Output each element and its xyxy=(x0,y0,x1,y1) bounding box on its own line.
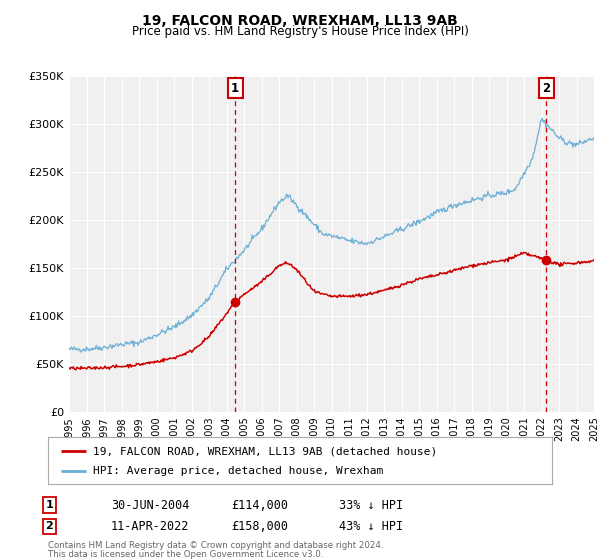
Text: 1: 1 xyxy=(231,82,239,95)
Text: Contains HM Land Registry data © Crown copyright and database right 2024.: Contains HM Land Registry data © Crown c… xyxy=(48,541,383,550)
Text: This data is licensed under the Open Government Licence v3.0.: This data is licensed under the Open Gov… xyxy=(48,550,323,559)
Text: 19, FALCON ROAD, WREXHAM, LL13 9AB (detached house): 19, FALCON ROAD, WREXHAM, LL13 9AB (deta… xyxy=(94,446,437,456)
Text: 19, FALCON ROAD, WREXHAM, LL13 9AB: 19, FALCON ROAD, WREXHAM, LL13 9AB xyxy=(142,14,458,28)
Text: £114,000: £114,000 xyxy=(231,498,288,512)
Text: HPI: Average price, detached house, Wrexham: HPI: Average price, detached house, Wrex… xyxy=(94,466,383,476)
Text: 43% ↓ HPI: 43% ↓ HPI xyxy=(339,520,403,533)
Text: £158,000: £158,000 xyxy=(231,520,288,533)
Text: 30-JUN-2004: 30-JUN-2004 xyxy=(111,498,190,512)
Text: 2: 2 xyxy=(542,82,550,95)
Text: 2: 2 xyxy=(46,521,53,531)
Text: 11-APR-2022: 11-APR-2022 xyxy=(111,520,190,533)
Text: 1: 1 xyxy=(46,500,53,510)
Text: 33% ↓ HPI: 33% ↓ HPI xyxy=(339,498,403,512)
Text: Price paid vs. HM Land Registry's House Price Index (HPI): Price paid vs. HM Land Registry's House … xyxy=(131,25,469,38)
